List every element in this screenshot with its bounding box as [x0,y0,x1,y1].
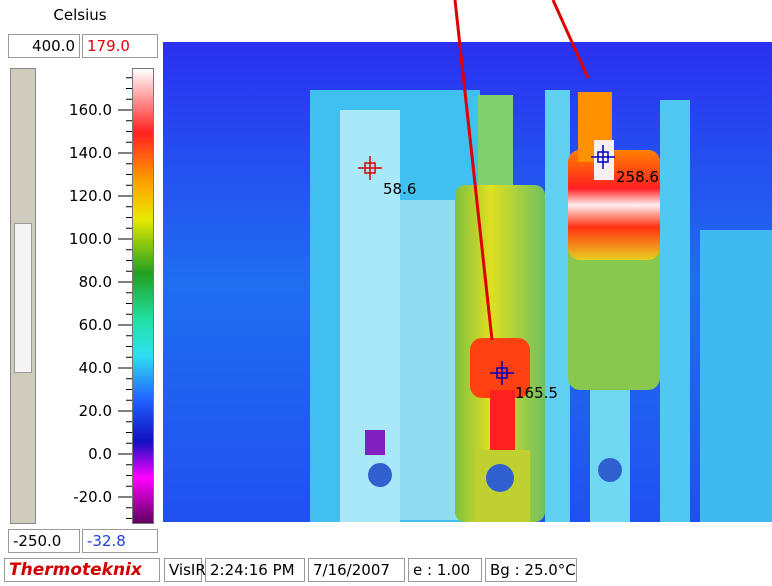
min-value[interactable]: -32.8 [82,529,158,553]
brand: Thermoteknix [4,558,160,582]
scale-tick-label: 160.0 [69,101,112,119]
unit-label: Celsius [53,6,107,24]
spot-marker[interactable] [358,156,382,180]
scale-tick-label: 100.0 [69,230,112,248]
scale: 160.0 140.0 120.0 100.0 80.0 60.0 40.0 20.0 0.0 -… [40,68,112,522]
emissivity[interactable]: e : 1.00 [408,558,482,582]
pointer-line [453,0,494,341]
min-range[interactable]: -250.0 [8,529,80,553]
scale-tick-label: 0.0 [88,445,112,463]
slider-track[interactable] [10,68,36,524]
thermal-image[interactable] [163,42,772,522]
scale-tick-label: 40.0 [78,359,112,377]
pointer-line [551,0,590,79]
time: 2:24:16 PM [205,558,305,582]
tick-marks [118,77,132,519]
scale-tick-label: 120.0 [69,187,112,205]
spot-label: 165.5 [515,384,558,402]
scale-tick-label: 80.0 [78,273,112,291]
max-value[interactable]: 179.0 [82,34,158,58]
mode[interactable]: VisIR [164,558,206,582]
scale-tick-label: 140.0 [69,144,112,162]
spot-marker[interactable] [591,145,615,169]
scale-tick-label: 20.0 [78,402,112,420]
spot-marker[interactable] [490,361,514,385]
scale-tick-label: 60.0 [78,316,112,334]
max-range[interactable]: 400.0 [8,34,80,58]
background-temp[interactable]: Bg : 25.0°C [485,558,577,582]
scale-tick-label: -20.0 [73,488,112,506]
slider-thumb[interactable] [14,223,32,373]
date: 7/16/2007 [308,558,405,582]
spot-label: 58.6 [383,180,416,198]
spot-label: 258.6 [616,168,659,186]
color-bar [132,68,154,524]
